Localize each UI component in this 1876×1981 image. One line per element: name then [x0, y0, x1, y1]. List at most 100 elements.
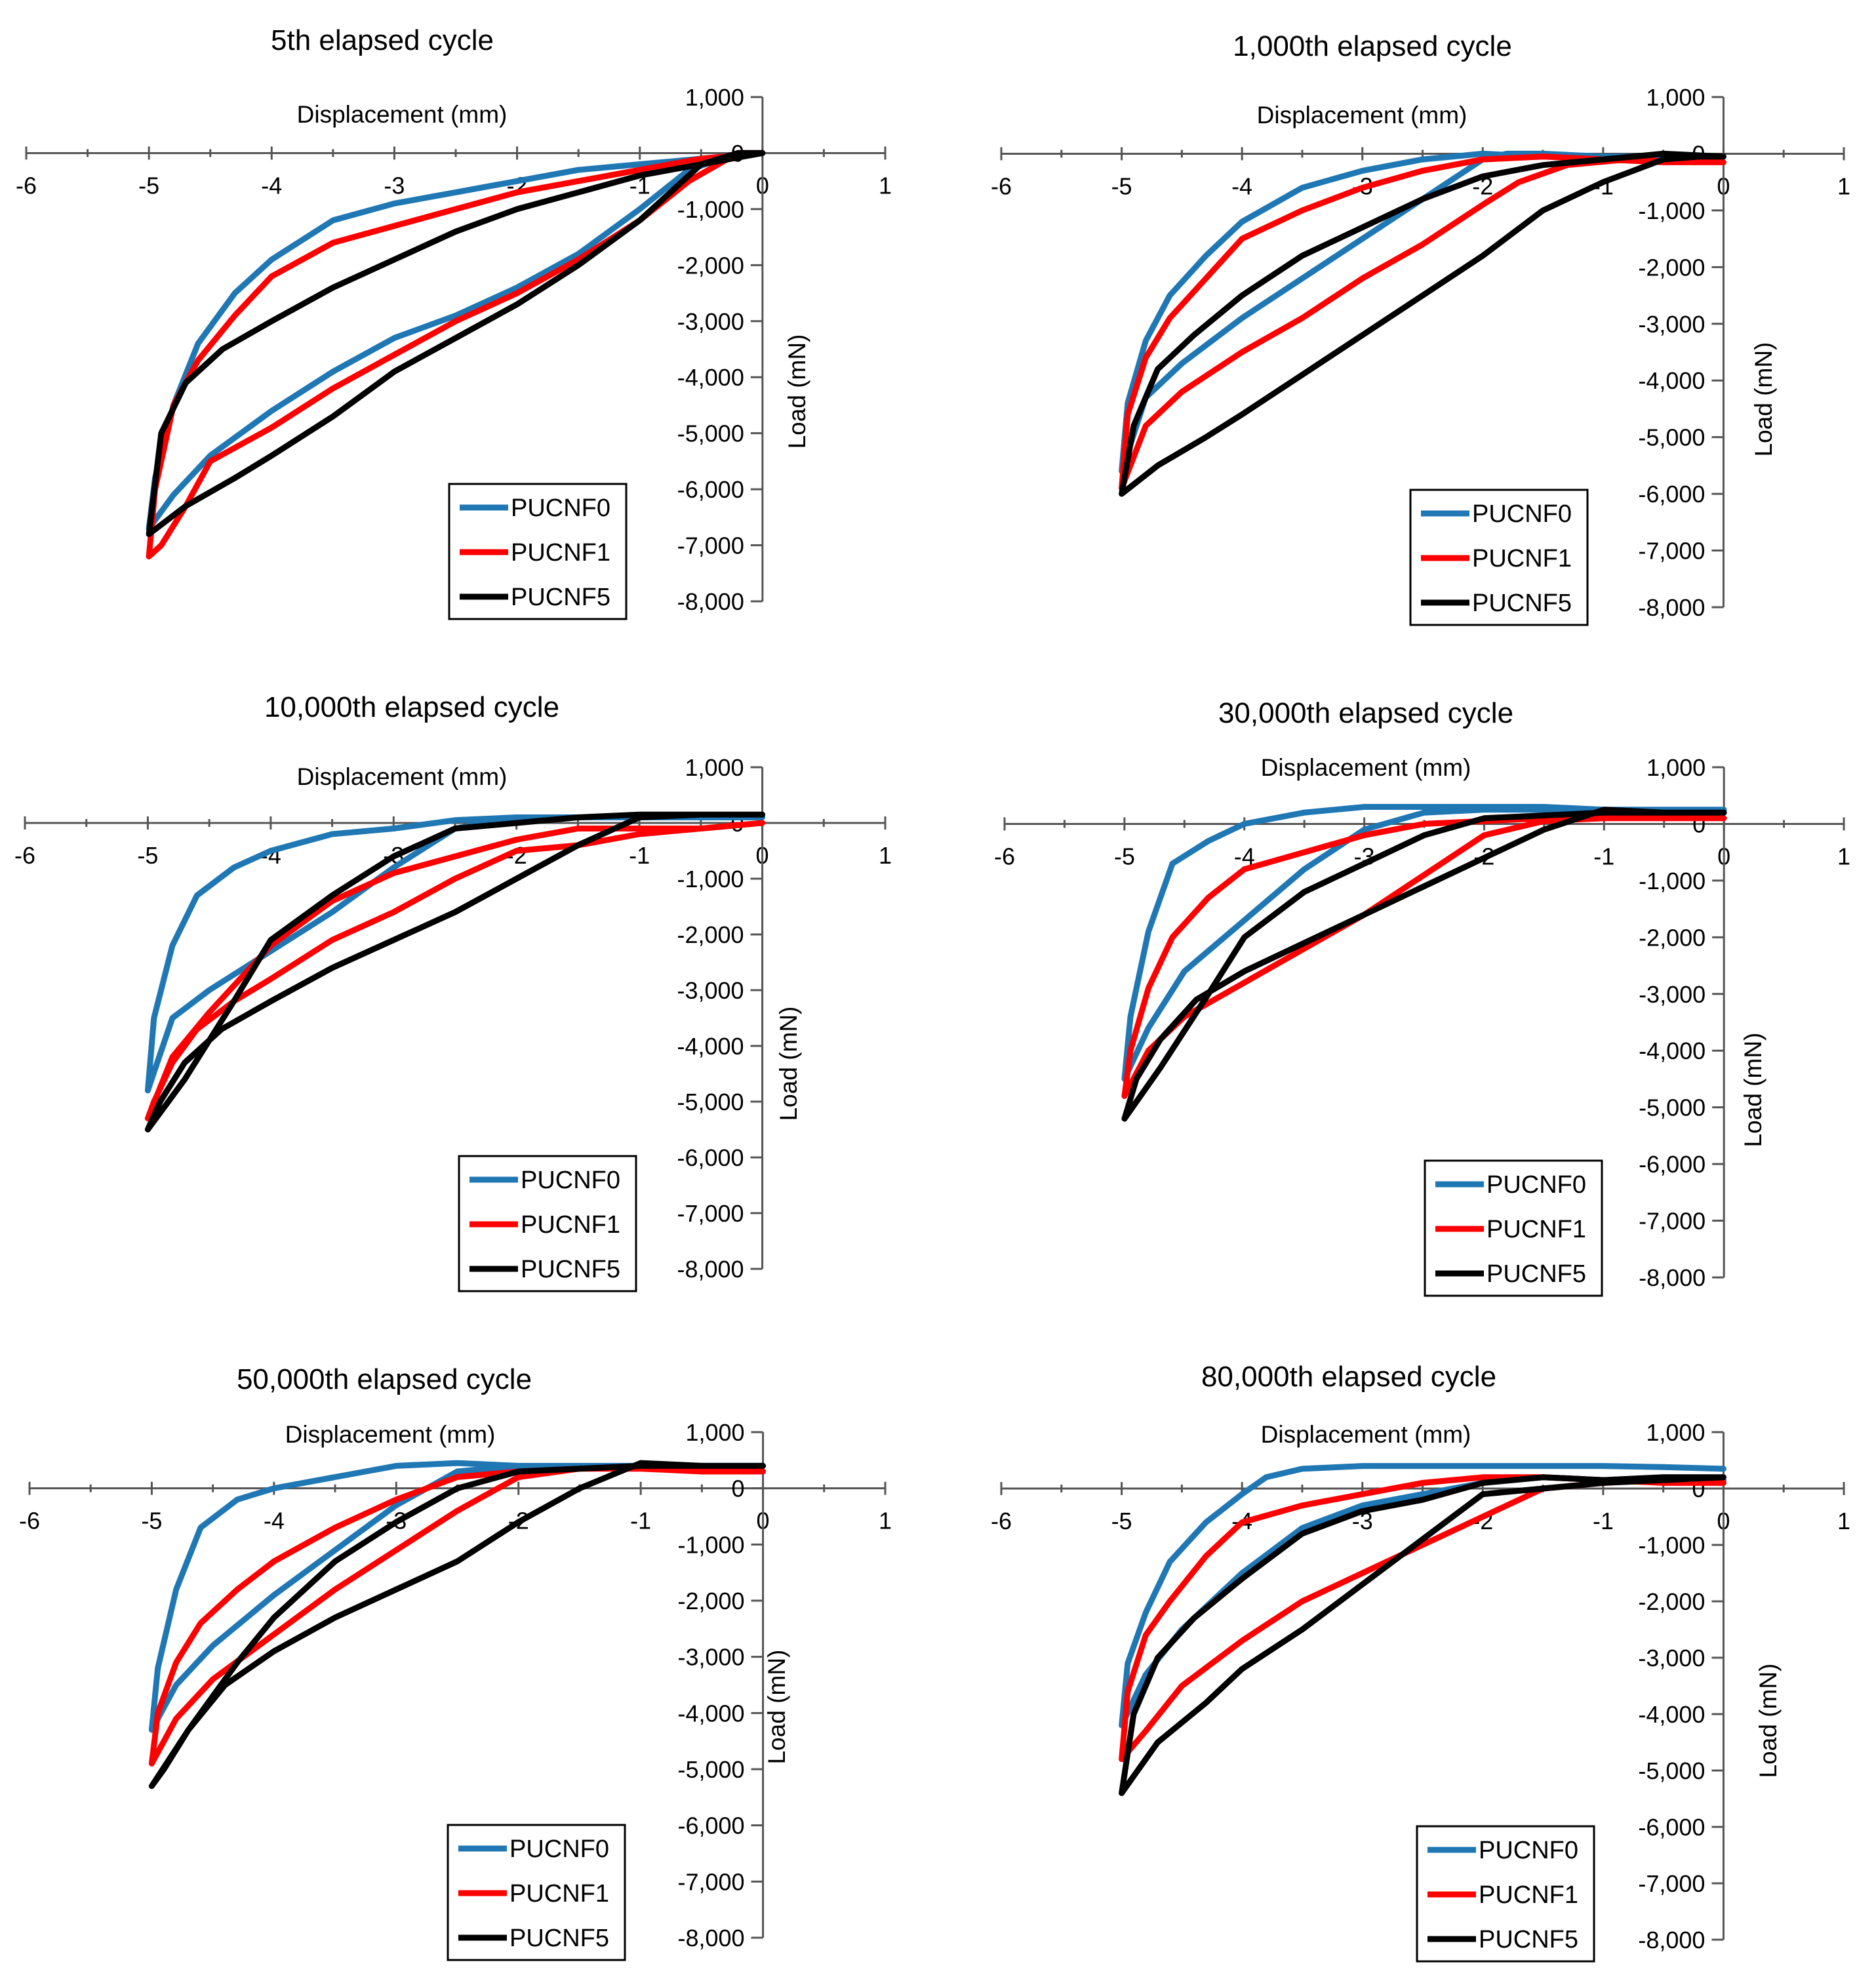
y-tick-label: -2,000 [1639, 924, 1706, 951]
legend-label: PUCNF0 [521, 1167, 620, 1194]
y-tick-label: -2,000 [677, 1588, 744, 1614]
chart-panel: 1,000th elapsed cycle-6-5-4-3-2-1011,000… [991, 30, 1850, 626]
legend-label: PUCNF5 [511, 584, 610, 611]
series-line-pucnf0 [1119, 1463, 1726, 1729]
y-axis-label: Load (mN) [775, 1007, 802, 1121]
y-tick-label: -7,000 [1639, 1208, 1706, 1235]
y-tick-label: -8,000 [677, 1925, 744, 1951]
legend: PUCNF0 PUCNF1 PUCNF5 [1424, 1159, 1603, 1297]
y-tick-label: -4,000 [677, 1033, 744, 1060]
series-line-pucnf0 [1121, 804, 1727, 1082]
x-tick-label: 1 [1837, 172, 1850, 199]
x-axis-label: Displacement (mm) [1257, 102, 1467, 129]
y-tick-label: -7,000 [677, 1200, 744, 1227]
x-tick-label: -6 [19, 1508, 40, 1534]
y-tick-label: -5,000 [677, 1756, 744, 1783]
y-tick-label: -5,000 [677, 420, 744, 447]
x-tick-label: -5 [1111, 172, 1132, 199]
x-tick-label: 1 [879, 1508, 892, 1534]
x-tick-label: 1 [879, 172, 892, 199]
y-tick-label: -1,000 [1638, 197, 1705, 224]
x-tick-label: -4 [261, 172, 282, 199]
y-tick-label: -5,000 [1639, 1094, 1706, 1121]
x-tick-label: -1 [630, 1508, 651, 1534]
y-tick-label: -2,000 [1638, 1588, 1705, 1615]
y-tick-label: -8,000 [1638, 1927, 1705, 1953]
legend: PUCNF0 PUCNF1 PUCNF5 [448, 483, 628, 620]
legend: PUCNF0 PUCNF1 PUCNF5 [458, 1155, 637, 1292]
y-tick-label: -1,000 [677, 866, 744, 892]
y-tick-label: -6,000 [677, 1144, 744, 1171]
y-tick-label: -8,000 [1639, 1264, 1706, 1291]
chart-title: 1,000th elapsed cycle [1233, 30, 1512, 62]
legend-label: PUCNF5 [521, 1256, 620, 1283]
y-tick-label: -3,000 [1638, 311, 1705, 338]
series-line-pucnf0 [148, 1460, 767, 1733]
y-tick-label: -1,000 [677, 196, 744, 223]
y-tick-label: 1,000 [1646, 1419, 1705, 1446]
y-tick-label: -5,000 [677, 1089, 744, 1115]
y-tick-label: -4,000 [1638, 367, 1705, 394]
legend-label: PUCNF1 [1479, 1881, 1578, 1909]
x-tick-label: -3 [384, 172, 405, 199]
y-tick-label: -4,000 [1638, 1701, 1705, 1728]
x-tick-label: -5 [1114, 843, 1135, 870]
legend-label: PUCNF0 [1479, 1837, 1578, 1864]
y-tick-label: -2,000 [677, 921, 744, 948]
chart-title: 10,000th elapsed cycle [264, 691, 559, 723]
x-tick-label: 1 [879, 842, 892, 869]
y-tick-label: -8,000 [1638, 594, 1705, 621]
y-tick-label: 1,000 [1646, 84, 1705, 111]
chart-panel: 80,000th elapsed cycle-6-5-4-3-2-1011,00… [991, 1361, 1850, 1963]
x-axis-label: Displacement (mm) [297, 101, 508, 128]
x-tick-label: -6 [16, 172, 37, 199]
series-line-pucnf1 [144, 820, 766, 1121]
chart-panel: 10,000th elapsed cycle-6-5-4-3-2-1011,00… [14, 691, 892, 1292]
legend-label: PUCNF1 [1472, 545, 1572, 572]
legend-label: PUCNF5 [509, 1925, 609, 1952]
y-tick-label: -1,000 [677, 1531, 744, 1558]
series-line-pucnf1 [148, 1466, 767, 1767]
y-tick-label: -7,000 [677, 532, 744, 559]
legend-label: PUCNF0 [511, 494, 610, 522]
legend: PUCNF0 PUCNF1 PUCNF5 [1416, 1825, 1595, 1963]
x-tick-label: -5 [141, 1508, 162, 1534]
y-tick-label: -6,000 [1638, 1814, 1705, 1841]
x-tick-label: 1 [1837, 1508, 1850, 1534]
y-tick-label: -6,000 [677, 476, 744, 503]
y-tick-label: -1,000 [1638, 1532, 1705, 1559]
x-axis-label: Displacement (mm) [297, 763, 508, 790]
y-tick-label: -7,000 [677, 1868, 744, 1895]
y-tick-label: -8,000 [677, 1256, 744, 1283]
y-tick-label: -2,000 [677, 252, 744, 279]
series-line-pucnf5 [144, 811, 766, 1132]
legend: PUCNF0 PUCNF1 PUCNF5 [447, 1824, 626, 1961]
x-tick-label: -4 [1231, 172, 1252, 199]
y-tick-label: -5,000 [1638, 424, 1705, 451]
y-axis-label: Load (mN) [1755, 1664, 1782, 1778]
x-tick-label: -5 [138, 172, 159, 199]
x-tick-label: -6 [991, 1508, 1012, 1534]
x-tick-label: -4 [264, 1508, 285, 1534]
legend-label: PUCNF1 [1487, 1216, 1586, 1243]
y-tick-label: -5,000 [1638, 1757, 1705, 1784]
x-tick-label: -1 [1593, 843, 1614, 870]
y-tick-label: -4,000 [1639, 1037, 1706, 1064]
series-line-pucnf5 [146, 150, 766, 537]
y-tick-label: -4,000 [677, 1700, 744, 1727]
legend-label: PUCNF5 [1479, 1926, 1578, 1953]
legend-label: PUCNF0 [1472, 500, 1572, 528]
y-tick-label: 1,000 [685, 754, 744, 781]
y-axis-label: Load (mN) [784, 334, 810, 449]
x-tick-label: -1 [1593, 1508, 1614, 1534]
y-tick-label: 1,000 [685, 84, 744, 111]
series-line-pucnf5 [1121, 807, 1727, 1122]
series-line-pucnf1 [1119, 153, 1726, 491]
y-axis-label: Load (mN) [763, 1650, 790, 1765]
y-tick-label: -8,000 [677, 588, 744, 615]
y-tick-label: 0 [732, 1475, 745, 1502]
chart-title: 5th elapsed cycle [271, 24, 494, 56]
series-line-pucnf5 [1119, 1474, 1726, 1796]
chart-title: 30,000th elapsed cycle [1218, 697, 1513, 729]
y-tick-label: -2,000 [1638, 254, 1705, 281]
